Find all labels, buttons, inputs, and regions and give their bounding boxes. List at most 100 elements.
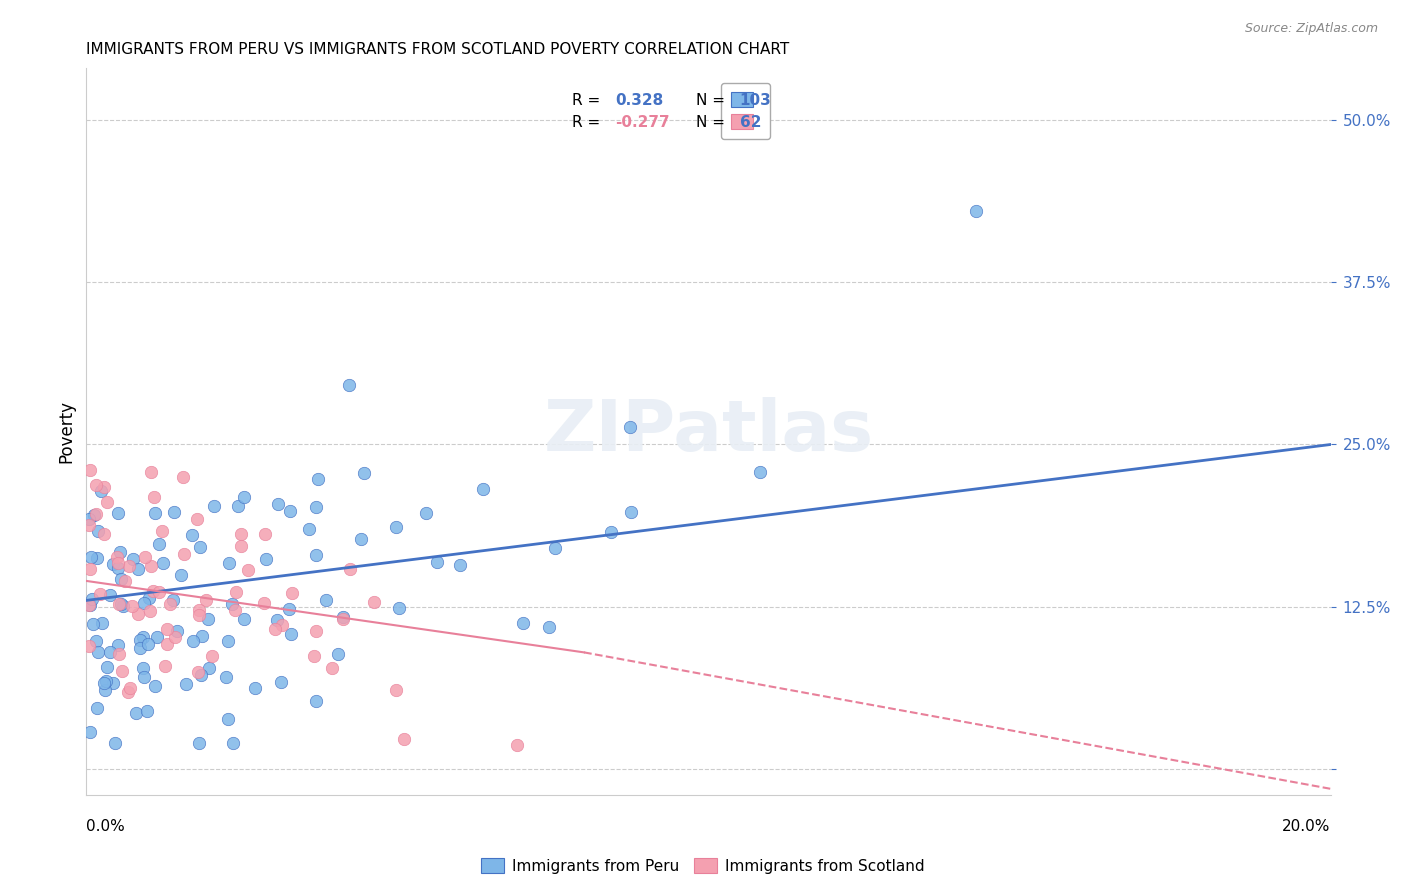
Point [127,607,149,621]
Point [350,532,373,546]
Point [188,603,211,617]
Point [353,467,375,481]
Text: R =: R = [572,93,600,108]
Point [426,555,449,569]
Point [136,704,159,718]
Point [315,592,337,607]
Point [201,649,224,664]
Point [191,629,214,643]
Point [82,617,104,632]
Point [96,660,118,674]
Point [187,665,209,679]
Point [87,524,110,538]
Point [90,483,112,498]
Point [181,528,204,542]
Point [83,508,105,523]
Point [221,597,243,611]
Point [156,623,179,637]
Point [134,549,156,564]
Point [118,558,141,573]
Legend: , : , [721,83,770,139]
Point [132,661,155,675]
Point [415,506,437,520]
Text: ZIPatlas: ZIPatlas [544,397,873,466]
Point [280,627,302,641]
Point [143,506,166,520]
Point [107,638,129,652]
Point [170,568,193,582]
Point [163,505,186,519]
Point [148,585,170,599]
Point [172,470,194,484]
Point [190,540,212,554]
Point [599,524,621,539]
Point [79,518,101,533]
Point [266,613,288,627]
Point [79,463,101,477]
Point [107,561,129,575]
Point [138,604,160,618]
Point [384,683,406,698]
Point [339,562,361,576]
Point [215,669,238,683]
Point [146,630,169,644]
Point [124,706,146,721]
Point [108,597,131,611]
Point [104,736,127,750]
Point [337,377,360,392]
Point [188,608,211,623]
Point [267,497,290,511]
Text: -0.277: -0.277 [616,115,669,130]
Point [80,591,103,606]
Point [217,634,239,648]
Point [305,693,328,707]
Point [84,478,107,492]
Point [166,624,188,639]
Point [87,645,110,659]
Point [471,482,494,496]
Point [226,499,249,513]
Point [218,557,240,571]
Point [537,620,560,634]
Point [86,701,108,715]
Point [79,598,101,612]
Point [198,661,221,675]
Point [107,647,129,661]
Point [278,504,301,518]
Text: 103: 103 [740,93,772,108]
Point [232,612,254,626]
Point [107,556,129,570]
Point [141,558,163,573]
Point [328,647,350,661]
Point [245,681,267,695]
Text: N =: N = [696,93,725,108]
Point [236,563,259,577]
Point [84,634,107,648]
Point [619,420,641,434]
Point [79,562,101,576]
Point [165,631,187,645]
Text: Source: ZipAtlas.com: Source: ZipAtlas.com [1244,22,1378,36]
Point [98,645,121,659]
Point [105,550,128,565]
Point [107,506,129,520]
Point [122,551,145,566]
Point [150,524,173,538]
Point [111,664,134,678]
Text: 0.0%: 0.0% [86,819,125,834]
Point [79,725,101,739]
Y-axis label: Poverty: Poverty [58,400,75,463]
Point [79,599,101,613]
Point [332,610,354,624]
Point [152,556,174,570]
Point [94,683,117,698]
Point [187,736,209,750]
Point [110,545,132,559]
Point [965,203,987,218]
Point [79,512,101,526]
Point [138,591,160,605]
Point [153,659,176,673]
Point [305,624,328,639]
Text: 20.0%: 20.0% [1282,819,1330,834]
Point [143,490,166,504]
